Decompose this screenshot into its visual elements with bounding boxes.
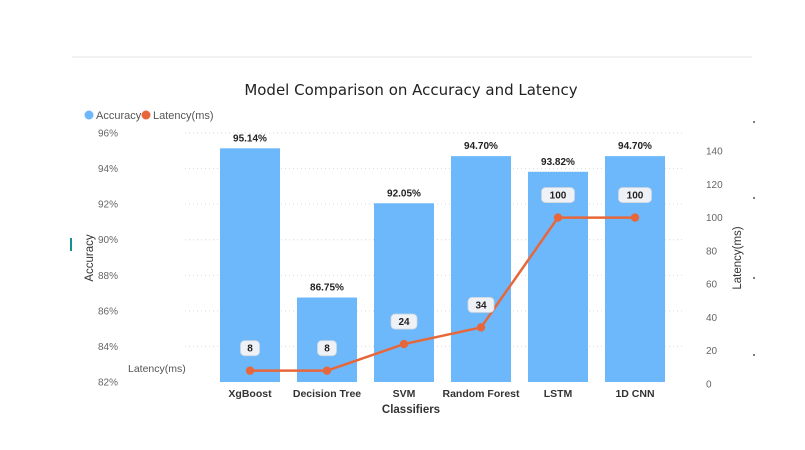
y-tick-label-2: 86% bbox=[98, 306, 118, 317]
y-tick-label-4: 90% bbox=[98, 235, 118, 246]
edge-dot-3 bbox=[753, 277, 755, 279]
bar-2 bbox=[374, 203, 434, 382]
y2-tick-label-2: 40 bbox=[706, 313, 718, 324]
legend-marker-accuracy bbox=[84, 110, 94, 120]
latency-label-box-1 bbox=[317, 340, 337, 357]
x-tick-label-4: LSTM bbox=[544, 388, 573, 400]
y2-tick-label-0: 0 bbox=[706, 380, 712, 391]
x-tick-label-1: Decision Tree bbox=[293, 388, 361, 400]
y2-tick-label-1: 20 bbox=[706, 346, 718, 357]
bar-value-label-0: 95.14% bbox=[233, 133, 267, 144]
bar-4 bbox=[528, 171, 588, 382]
y-tick-label-1: 84% bbox=[98, 342, 118, 353]
chart-title: Model Comparison on Accuracy and Latency bbox=[244, 81, 577, 99]
latency-point-0 bbox=[245, 366, 255, 375]
bar-value-label-5: 94.70% bbox=[618, 141, 652, 152]
x-tick-label-5: 1D CNN bbox=[615, 388, 654, 400]
legend-marker-latency bbox=[141, 110, 151, 120]
y-tick-label-7: 96% bbox=[98, 129, 118, 140]
y-tick-label-0: 82% bbox=[98, 378, 118, 389]
side-label-latency: Latency(ms) bbox=[128, 363, 186, 375]
bars bbox=[220, 148, 665, 382]
y-tick-label-6: 94% bbox=[98, 164, 118, 175]
latency-point-4 bbox=[553, 213, 563, 222]
latency-label-box-4 bbox=[541, 187, 575, 203]
latency-line: 8 8 24 34 100 100 bbox=[240, 187, 652, 375]
left-axis-ticks: 82% 84% 86% 88% 90% 92% 94% 96% bbox=[98, 129, 118, 389]
y2-tick-label-6: 120 bbox=[706, 180, 723, 191]
bar-value-label-2: 92.05% bbox=[387, 188, 421, 199]
latency-point-1 bbox=[322, 366, 332, 375]
y-axis-title: Accuracy bbox=[84, 234, 96, 282]
latency-point-2 bbox=[399, 339, 409, 349]
left-edge-marker bbox=[70, 238, 72, 251]
edge-dot-4 bbox=[753, 354, 755, 356]
right-axis-ticks: 0 20 40 60 80 100 120 140 bbox=[706, 147, 723, 391]
bar-value-label-3: 94.70% bbox=[464, 141, 498, 152]
x-tick-label-2: SVM bbox=[393, 388, 416, 400]
latency-label-3: 34 bbox=[475, 300, 487, 311]
y-tick-label-3: 88% bbox=[98, 271, 118, 282]
latency-label-box-3 bbox=[467, 297, 495, 313]
y2-tick-label-3: 60 bbox=[706, 280, 718, 291]
gridlines bbox=[185, 132, 685, 347]
latency-label-box-0 bbox=[240, 340, 260, 357]
latency-polyline bbox=[250, 216, 635, 372]
x-axis-title: Classifiers bbox=[382, 404, 440, 416]
latency-point-5 bbox=[630, 213, 640, 222]
legend-label-accuracy: Accuracy bbox=[96, 110, 142, 122]
latency-label-2: 24 bbox=[398, 317, 410, 328]
y2-tick-label-4: 80 bbox=[706, 246, 718, 257]
bar-value-label-4: 93.82% bbox=[541, 157, 575, 168]
latency-label-5: 100 bbox=[627, 191, 644, 202]
bar-3 bbox=[451, 156, 511, 382]
legend-label-latency: Latency(ms) bbox=[153, 110, 214, 122]
edge-dot-1 bbox=[753, 121, 755, 123]
y2-axis-title: Latency(ms) bbox=[732, 226, 744, 289]
bar-value-label-1: 86.75% bbox=[310, 283, 344, 294]
x-tick-label-3: Random Forest bbox=[442, 388, 520, 400]
y2-tick-label-5: 100 bbox=[706, 213, 723, 224]
latency-label-0: 8 bbox=[247, 344, 253, 355]
x-tick-label-0: XgBoost bbox=[228, 388, 272, 400]
latency-point-3 bbox=[476, 323, 486, 332]
latency-label-box-5 bbox=[618, 187, 652, 203]
latency-label-box-2 bbox=[390, 313, 418, 330]
y-tick-label-5: 92% bbox=[98, 200, 118, 211]
y2-tick-label-7: 140 bbox=[706, 147, 723, 158]
latency-label-1: 8 bbox=[324, 344, 330, 355]
edge-dot-2 bbox=[753, 197, 755, 199]
x-axis-ticks: XgBoost Decision Tree SVM Random Forest LSTM… bbox=[228, 388, 654, 400]
legend[interactable]: Accuracy Latency(ms) bbox=[84, 110, 214, 122]
bar-labels: 95.14% 86.75% 92.05% 94.70% 93.82% 94.70% bbox=[233, 133, 652, 293]
latency-label-4: 100 bbox=[550, 191, 567, 202]
